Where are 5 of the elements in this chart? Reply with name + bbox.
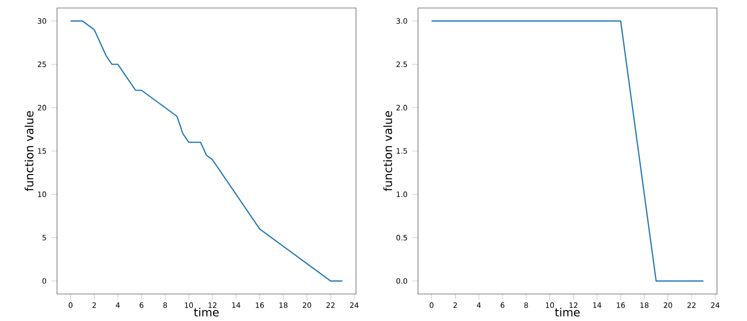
line-series: [70, 20, 344, 282]
y-axis-title: function value: [383, 111, 392, 192]
x-axis-title: time: [194, 308, 219, 317]
x-axis-title: time: [555, 308, 580, 317]
y-axis-title: function value: [24, 111, 34, 192]
